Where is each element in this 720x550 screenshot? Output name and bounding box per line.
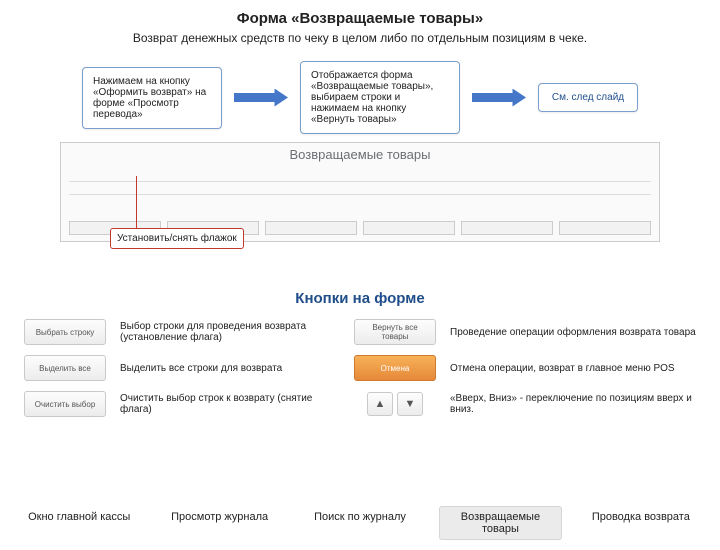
flow-box-1: Нажимаем на кнопку «Оформить возврат» на… bbox=[82, 67, 222, 129]
form-screenshot: Возвращаемые товары bbox=[60, 142, 660, 242]
btn-cancel: Отмена bbox=[354, 355, 436, 381]
down-arrow-icon: ▼ bbox=[397, 392, 423, 416]
screenshot-title: Возвращаемые товары bbox=[290, 147, 431, 162]
up-arrow-icon: ▲ bbox=[367, 392, 393, 416]
btn-return-all: Вернуть все товары bbox=[354, 319, 436, 345]
flowchart: Нажимаем на кнопку «Оформить возврат» на… bbox=[24, 61, 696, 134]
flow-box-2: Отображается форма «Возвращаемые товары»… bbox=[300, 61, 460, 134]
bottom-tabs: Окно главной кассы Просмотр журнала Поис… bbox=[18, 506, 702, 540]
desc-select-row: Выбор строки для проведения возврата (ус… bbox=[120, 321, 340, 343]
tab-return-goods[interactable]: Возвращаемые товары bbox=[439, 506, 561, 540]
flow-box-3: См. след слайд bbox=[538, 83, 638, 112]
callout-flag: Установить/снять флажок bbox=[110, 228, 244, 249]
arrow-icon bbox=[472, 89, 526, 107]
section-title: Кнопки на форме bbox=[0, 290, 720, 307]
desc-select-all: Выделить все строки для возврата bbox=[120, 363, 340, 374]
btn-select-all: Выделить все bbox=[24, 355, 106, 381]
screenshot-row bbox=[69, 181, 651, 195]
desc-return-all: Проведение операции оформления возврата … bbox=[450, 327, 710, 338]
btn-clear: Очистить выбор bbox=[24, 391, 106, 417]
callout-line bbox=[136, 176, 137, 228]
tab-main-kassa[interactable]: Окно главной кассы bbox=[18, 506, 140, 540]
button-table: Выбрать строку Выбор строки для проведен… bbox=[24, 319, 696, 417]
page-subtitle: Возврат денежных средств по чеку в целом… bbox=[0, 31, 720, 45]
btn-updown: ▲ ▼ bbox=[354, 392, 436, 416]
tab-journal-search[interactable]: Поиск по журналу bbox=[299, 506, 421, 540]
desc-cancel: Отмена операции, возврат в главное меню … bbox=[450, 363, 710, 374]
page-title: Форма «Возвращаемые товары» bbox=[0, 10, 720, 27]
arrow-icon bbox=[234, 89, 288, 107]
desc-updown: «Вверх, Вниз» - переключение по позициям… bbox=[450, 393, 710, 415]
desc-clear: Очистить выбор строк к возврату (снятие … bbox=[120, 393, 340, 415]
tab-journal-view[interactable]: Просмотр журнала bbox=[158, 506, 280, 540]
tab-return-posting[interactable]: Проводка возврата bbox=[580, 506, 702, 540]
btn-select-row: Выбрать строку bbox=[24, 319, 106, 345]
